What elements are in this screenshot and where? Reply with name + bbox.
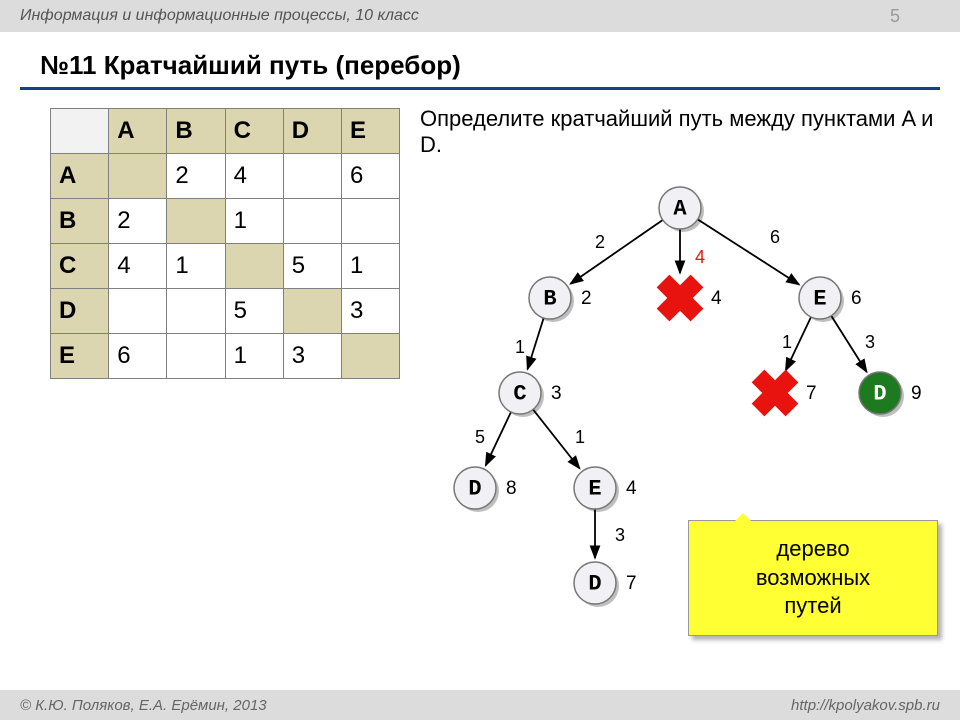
svg-text:3: 3 <box>865 332 875 352</box>
svg-text:6: 6 <box>770 227 780 247</box>
matrix-corner <box>51 109 109 154</box>
svg-text:1: 1 <box>575 427 585 447</box>
svg-text:9: 9 <box>911 383 922 404</box>
svg-text:4: 4 <box>695 247 705 267</box>
svg-text:5: 5 <box>475 427 485 447</box>
svg-text:1: 1 <box>515 337 525 357</box>
adjacency-matrix: A B C D E A246 B21 C4151 D53 E613 <box>50 108 400 379</box>
svg-text:3: 3 <box>551 383 562 404</box>
svg-text:7: 7 <box>626 573 637 594</box>
svg-text:A: A <box>673 197 687 222</box>
col-header: D <box>283 109 341 154</box>
svg-text:C: C <box>513 382 526 407</box>
row-header: A <box>51 154 109 199</box>
problem-prompt: Определите кратчайший путь между пунктам… <box>420 102 940 168</box>
callout-line: возможных <box>756 565 870 590</box>
col-header: C <box>225 109 283 154</box>
svg-text:3: 3 <box>615 525 625 545</box>
col-header: E <box>341 109 399 154</box>
svg-text:B: B <box>543 287 556 312</box>
svg-text:2: 2 <box>595 232 605 252</box>
svg-text:E: E <box>588 477 601 502</box>
svg-text:E: E <box>813 287 826 312</box>
svg-text:D: D <box>873 382 886 407</box>
row-header: B <box>51 199 109 244</box>
page-number: 5 <box>890 6 940 27</box>
svg-text:7: 7 <box>806 383 817 404</box>
row-header: E <box>51 334 109 379</box>
callout-line: путей <box>784 593 841 618</box>
subject-text: Информация и информационные процессы, 10… <box>20 7 419 25</box>
svg-text:4: 4 <box>711 288 722 309</box>
callout-line: дерево <box>776 536 849 561</box>
row-header: C <box>51 244 109 289</box>
svg-text:4: 4 <box>626 478 637 499</box>
footer-bar: © К.Ю. Поляков, Е.А. Ерёмин, 2013 http:/… <box>0 690 960 720</box>
matrix-container: A B C D E A246 B21 C4151 D53 E613 <box>20 102 420 668</box>
page-title: №11 Кратчайший путь (перебор) <box>0 32 960 87</box>
footer-url: http://kpolyakov.spb.ru <box>791 697 940 714</box>
col-header: A <box>109 109 167 154</box>
svg-text:8: 8 <box>506 478 517 499</box>
svg-text:D: D <box>588 572 601 597</box>
col-header: B <box>167 109 225 154</box>
callout-box: дерево возможных путей <box>688 520 938 636</box>
svg-text:2: 2 <box>581 288 592 309</box>
title-underline <box>20 87 940 90</box>
header-bar: Информация и информационные процессы, 10… <box>0 0 960 32</box>
svg-text:1: 1 <box>782 332 792 352</box>
svg-text:D: D <box>468 477 481 502</box>
row-header: D <box>51 289 109 334</box>
svg-text:6: 6 <box>851 288 862 309</box>
copyright-text: © К.Ю. Поляков, Е.А. Ерёмин, 2013 <box>20 697 267 714</box>
